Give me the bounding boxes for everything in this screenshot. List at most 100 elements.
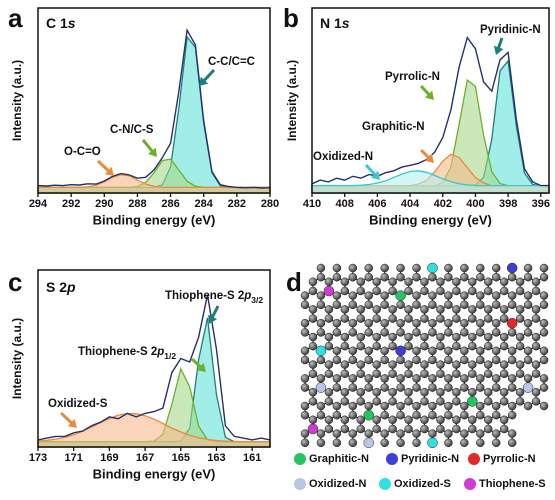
x-tick-label: 402 [434, 198, 452, 210]
x-tick-label: 404 [401, 198, 420, 210]
annotation-part: 1/2 [164, 351, 176, 361]
carbon-atom [372, 415, 381, 425]
carbon-atom [468, 277, 477, 287]
carbon-atom [412, 383, 421, 392]
carbon-atom [404, 314, 413, 323]
panel-label: b [283, 3, 299, 33]
carbon-atom [388, 397, 397, 406]
x-tick-label: 408 [336, 198, 354, 210]
x-tick-label: 294 [29, 198, 48, 210]
carbon-atom [372, 286, 381, 296]
carbon-atom [452, 286, 461, 296]
carbon-atom [412, 401, 421, 411]
carbon-atom [468, 305, 477, 314]
carbon-atom [324, 397, 334, 406]
carbon-atom [499, 305, 509, 314]
carbon-atom [468, 424, 477, 434]
carbon-atom [499, 332, 509, 342]
carbon-atom [452, 360, 461, 369]
carbon-atom [460, 328, 469, 337]
carbon-atom [404, 397, 413, 406]
carbon-atom [428, 291, 437, 300]
x-tick-label: 165 [172, 452, 190, 464]
carbon-atom [491, 318, 501, 328]
x-tick-label: 163 [207, 452, 225, 464]
carbon-atom [396, 438, 405, 448]
carbon-atom [348, 429, 358, 438]
carbon-atom [452, 415, 461, 425]
carbon-atom [324, 332, 334, 342]
carbon-atom [507, 401, 517, 411]
carbon-atom [380, 410, 389, 420]
carbon-atom [308, 332, 318, 342]
x-tick-label: 280 [261, 198, 279, 210]
annotation-arrow [364, 163, 377, 177]
carbon-atom [436, 305, 445, 314]
carbon-atom [444, 346, 453, 356]
legend-label: Thiophene-S [479, 478, 546, 490]
carbon-atom [476, 401, 485, 411]
carbon-atom [316, 300, 326, 310]
x-tick-label: 400 [466, 198, 484, 210]
carbon-atom [316, 438, 326, 448]
carbon-atom [468, 369, 477, 379]
carbon-atom [428, 401, 437, 411]
x-tick-label: 406 [368, 198, 386, 210]
carbon-atom [364, 383, 373, 392]
spectrum-line [37, 294, 271, 441]
carbon-atom [507, 346, 517, 356]
plot-frame [311, 7, 550, 194]
carbon-atom [515, 341, 525, 351]
carbon-atom [412, 291, 421, 300]
carbon-atom [308, 387, 318, 397]
carbon-atom [484, 360, 493, 369]
x-tick-label: 396 [532, 198, 550, 210]
carbon-atom [436, 415, 445, 425]
annotation: Pyridinic-N [480, 24, 541, 36]
x-tick-label: 288 [128, 198, 146, 210]
carbon-atom [460, 355, 469, 365]
carbon-atom [300, 291, 310, 300]
carbon-atom [460, 346, 469, 356]
carbon-atom [396, 300, 405, 310]
peak-area [37, 412, 271, 448]
carbon-atom [340, 397, 350, 406]
carbon-atom [428, 429, 437, 438]
annotation-arrow [141, 139, 154, 153]
panel-title-part: C 1 [46, 15, 68, 31]
carbon-atom [515, 360, 525, 369]
carbon-atom [308, 369, 318, 379]
annotation-part: Thiophene-S 2 [78, 346, 157, 358]
carbon-atom [499, 369, 509, 379]
legend-marker [468, 453, 480, 465]
panel-title-part: S 2 [46, 279, 67, 295]
dopant-atom [315, 382, 327, 393]
panel-title: C 1s [46, 15, 76, 31]
panel-title: N 1s [320, 15, 350, 31]
carbon-atom [420, 314, 429, 323]
carbon-atom [452, 387, 461, 397]
carbon-atom [428, 346, 437, 356]
carbon-atom [356, 369, 366, 379]
carbon-atom [300, 410, 310, 420]
carbon-atom [491, 374, 501, 383]
carbon-atom [436, 277, 445, 287]
x-tick-label: 161 [243, 452, 261, 464]
carbon-atom [428, 383, 437, 392]
annotation: C-C/C=C [208, 56, 255, 68]
annotation-arrowhead [196, 362, 206, 372]
carbon-atom [484, 341, 493, 351]
carbon-atom [436, 369, 445, 379]
carbon-atom [332, 355, 342, 365]
carbon-atom [452, 277, 461, 287]
carbon-atom [412, 263, 421, 273]
carbon-atom [523, 401, 533, 411]
carbon-atom [420, 415, 429, 425]
legend-marker [386, 453, 398, 465]
carbon-atom [332, 429, 342, 438]
carbon-atom [316, 374, 326, 383]
annotation-part: O-C=O [64, 146, 101, 158]
carbon-atom [460, 374, 469, 383]
carbon-atom [348, 272, 358, 282]
carbon-atom [340, 277, 350, 287]
